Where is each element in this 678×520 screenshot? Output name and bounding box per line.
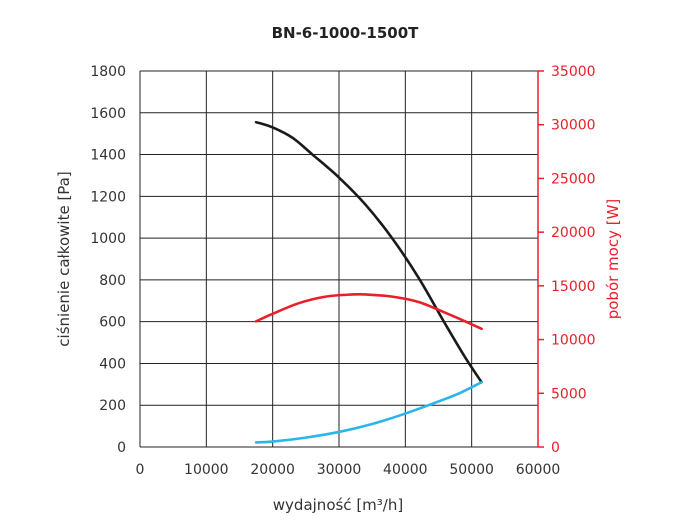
y-tick-label: 1000	[90, 231, 126, 247]
pressure-curve	[254, 120, 483, 384]
y2-tick-label: 25000	[551, 171, 596, 187]
y-axis-label: ciśnienie całkowite [Pa]	[55, 171, 73, 346]
y-tick-label: 0	[117, 440, 126, 456]
y2-tick-label: 0	[551, 440, 560, 456]
y2-tick-label: 5000	[551, 386, 587, 402]
tick-labels: 0 10000 20000 30000 40000 50000 60000020040060…	[90, 64, 595, 478]
y2-tick-label: 35000	[551, 64, 596, 80]
y2-axis-label: pobór mocy [W]	[604, 199, 622, 320]
y2-tick-label: 20000	[551, 225, 596, 241]
system-curve	[254, 380, 483, 444]
x-tick-label: 40000	[383, 462, 428, 478]
y-tick-label: 1200	[90, 189, 126, 205]
grid	[139, 70, 544, 448]
y-tick-label: 1600	[90, 106, 126, 122]
x-tick-label: 10000	[184, 462, 229, 478]
x-tick-label: 30000	[317, 462, 362, 478]
y-tick-label: 400	[99, 356, 126, 372]
y-tick-label: 1800	[90, 64, 126, 80]
x-tick-label: 20000	[250, 462, 295, 478]
y-tick-label: 800	[99, 273, 126, 289]
x-tick-label: 0	[136, 462, 145, 478]
y2-tick-label: 15000	[551, 279, 596, 295]
x-tick-label: 50000	[449, 462, 494, 478]
y-tick-label: 200	[99, 398, 126, 414]
y2-tick-label: 10000	[551, 333, 596, 349]
y2-tick-label: 30000	[551, 118, 596, 134]
x-tick-label: 60000	[516, 462, 561, 478]
chart-title: BN-6-1000-1500T	[272, 24, 420, 42]
y-tick-label: 600	[99, 315, 126, 331]
series-group	[254, 120, 483, 444]
power-curve	[254, 292, 483, 331]
y-tick-label: 1400	[90, 148, 126, 164]
x-axis-label: wydajność [m³/h]	[273, 496, 403, 514]
